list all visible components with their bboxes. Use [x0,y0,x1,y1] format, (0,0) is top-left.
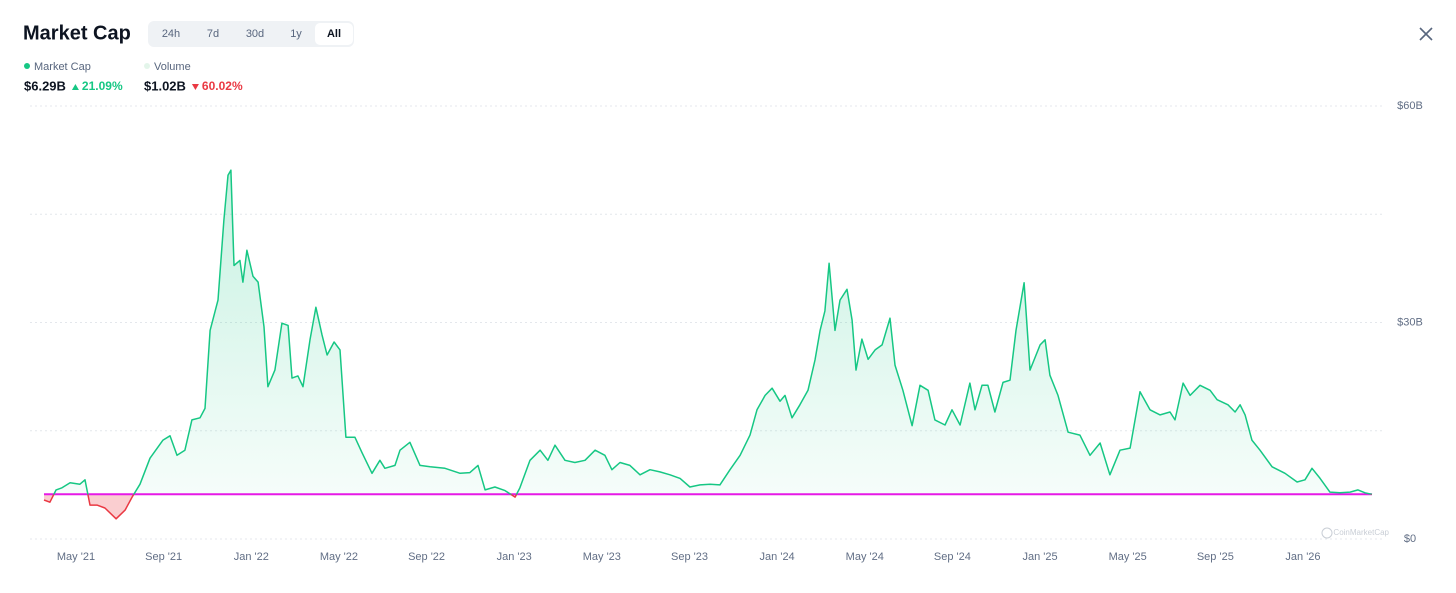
area-fill [44,170,1372,519]
price-line [43,169,1373,520]
x-tick-label: May '22 [320,551,358,563]
tab[interactable]: 24h [162,28,180,40]
change-arrow [191,84,199,90]
x-tick-label: Sep '22 [408,551,445,563]
tab-active-bg [315,23,353,45]
watermark: CoinMarketCap [1333,528,1389,537]
title: Market Cap [23,22,131,44]
x-tick-label: Sep '25 [1197,551,1234,563]
x-tick-label: Jan '22 [234,551,269,563]
x-tick-label: Sep '24 [934,551,971,563]
y-tick-label: $30B [1397,316,1423,328]
change-arrow [71,84,79,90]
legend-dot [144,63,150,69]
y-tick-label: $0 [1404,533,1416,545]
stat-value: $6.29B [24,78,66,93]
x-tick-label: Jan '24 [760,551,795,563]
tab[interactable]: 30d [246,28,264,40]
x-tick-label: Jan '25 [1022,551,1057,563]
x-tick-label: May '21 [57,551,95,563]
x-tick-label: May '24 [846,551,884,563]
change-value: 60.02% [202,79,243,93]
x-tick-label: Sep '21 [145,551,182,563]
legend-dot [24,63,30,69]
tab[interactable]: All [327,28,341,40]
tab[interactable]: 1y [290,28,302,40]
y-tick-label: $60B [1397,100,1423,112]
watermark-logo [1321,527,1333,539]
x-tick-label: Jan '23 [497,551,532,563]
x-tick-label: May '23 [583,551,621,563]
legend-label: Market Cap [34,61,91,73]
x-tick-label: Jan '26 [1285,551,1320,563]
close-button[interactable] [1419,27,1433,41]
tab[interactable]: 7d [207,28,219,40]
legend-label: Volume [154,61,191,73]
x-tick-label: May '25 [1109,551,1147,563]
stat-value: $1.02B [144,78,186,93]
x-tick-label: Sep '23 [671,551,708,563]
change-value: 21.09% [82,79,123,93]
tab-bar [148,21,354,47]
